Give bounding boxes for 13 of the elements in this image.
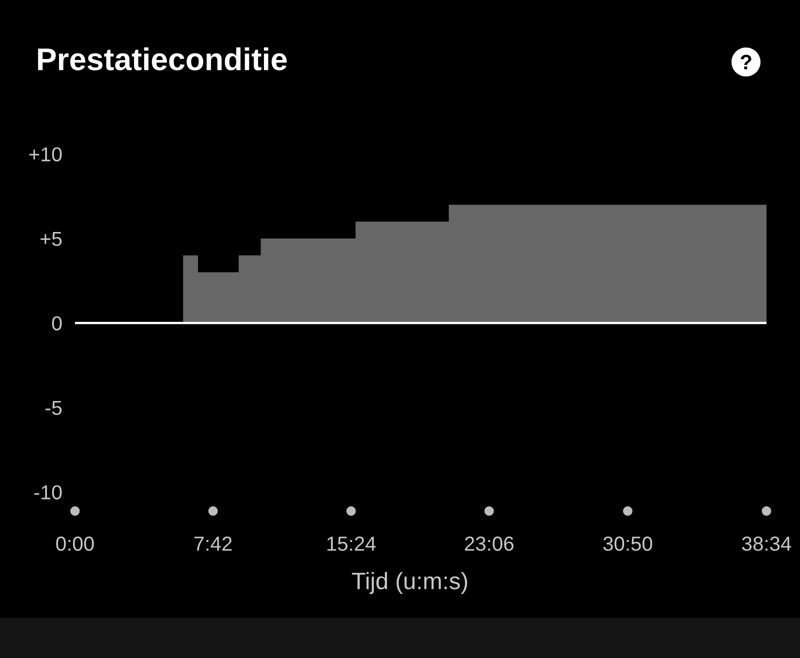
y-tick-label: +5 bbox=[40, 232, 62, 246]
y-tick-label: +10 bbox=[29, 147, 62, 162]
chart-title: Prestatieconditie bbox=[38, 47, 287, 70]
x-tick-label: 23:06 bbox=[464, 536, 514, 551]
x-tick-label: 15:24 bbox=[327, 536, 376, 551]
x-tick-label: 7:42 bbox=[194, 536, 232, 551]
x-tick-label: 38:34 bbox=[742, 536, 792, 551]
y-tick-label: -10 bbox=[34, 485, 62, 500]
x-tick-label: 0:00 bbox=[56, 536, 94, 551]
y-tick-label: -5 bbox=[45, 400, 62, 415]
x-axis-title: Tijd (u:m:s) bbox=[352, 572, 468, 594]
y-tick-label: 0 bbox=[52, 316, 62, 330]
x-tick-label: 30:50 bbox=[603, 536, 652, 551]
